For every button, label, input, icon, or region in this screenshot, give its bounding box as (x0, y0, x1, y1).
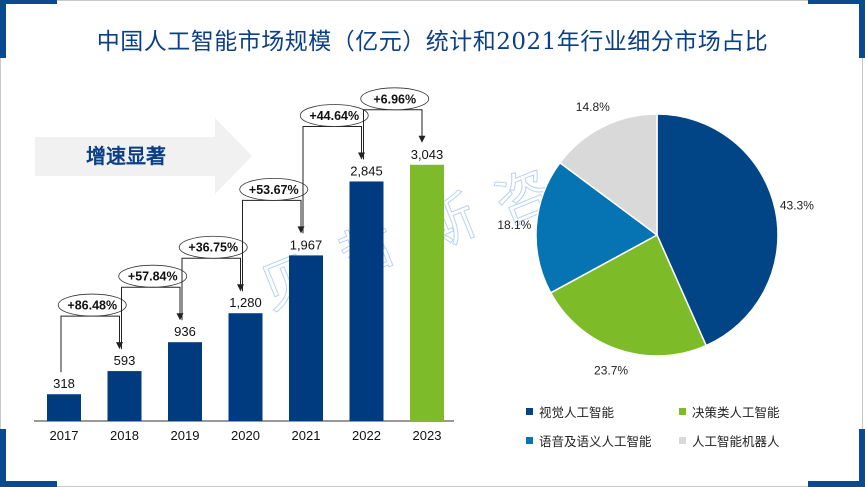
bar-value-label: 1,280 (229, 295, 262, 310)
arrow-shape (35, 118, 252, 194)
growth-connector (60, 315, 120, 373)
legend-item-vision: 视觉人工智能 (526, 402, 614, 421)
pie-slice-0 (656, 113, 779, 347)
x-tick-label: 2019 (171, 428, 200, 443)
frame-top-border (57, 0, 808, 1)
growth-bubble (178, 235, 248, 259)
growth-bubble (57, 293, 127, 317)
corner-bottom-left-h (0, 481, 57, 487)
growth-annotation: +36.75% (178, 235, 248, 321)
growth-bubble (299, 104, 369, 127)
legend-item-decision: 决策类人工智能 (679, 402, 780, 421)
pie-slice-label: 43.3% (780, 198, 814, 212)
pie-chart: 43.3% 23.7% 18.1% 14.8% (497, 100, 814, 377)
bar-value-label: 3,043 (411, 147, 444, 162)
bar-2023 (410, 164, 444, 422)
growth-annotation: +53.67% (239, 177, 309, 292)
legend-swatch-icon (679, 408, 686, 415)
callout-label: 增速显著 (86, 144, 166, 168)
corner-top-right-v (859, 0, 865, 58)
growth-bubble (118, 264, 188, 288)
pie-slice-label: 18.1% (497, 218, 531, 232)
legend-swatch-icon (526, 408, 533, 415)
corner-bottom-right-h (808, 481, 865, 487)
bar-2020 (228, 313, 263, 421)
pie-slice-3 (558, 113, 658, 237)
bar-2019 (168, 342, 202, 421)
page-title: 中国人工智能市场规模（亿元）统计和2021年行业细分市场占比 (96, 29, 769, 55)
corner-bottom-right-v (859, 429, 865, 487)
x-tick-label: 2023 (413, 428, 442, 443)
bar-value-label: 2,845 (350, 163, 383, 178)
legend-swatch-icon (526, 437, 533, 444)
pie-slice-label: 14.8% (576, 100, 610, 114)
legend-label: 视觉人工智能 (539, 405, 615, 420)
growth-label: +53.67% (249, 183, 299, 197)
legend-item-robot: 人工智能机器人 (679, 431, 780, 450)
growth-bubble (239, 177, 309, 201)
pie-slice-2 (535, 161, 659, 294)
legend-item-speech: 语音及语义人工智能 (526, 431, 652, 450)
bar-2021 (289, 255, 323, 421)
growth-label: +86.48% (67, 299, 117, 313)
x-tick-label: 2022 (352, 428, 381, 443)
legend-swatch-icon (679, 437, 686, 444)
growth-connector (121, 286, 181, 350)
frame-right-border (862, 58, 863, 429)
growth-label: +44.64% (309, 109, 359, 123)
corner-bottom-left-v (0, 429, 6, 487)
growth-annotation: +57.84% (118, 264, 188, 350)
growth-annotation: +44.64% (299, 104, 369, 234)
growth-label: +6.96% (373, 92, 416, 106)
arrow-down-icon (418, 135, 426, 143)
growth-label: +57.84% (128, 270, 178, 284)
bar-2017 (47, 394, 81, 421)
frame-left-border (0, 58, 1, 429)
bar-2022 (349, 181, 384, 421)
growth-annotation: +86.48% (57, 293, 127, 373)
pie-slice-label: 23.7% (594, 363, 628, 377)
callout-arrow: 增速显著 (35, 118, 252, 194)
legend-label: 语音及语义人工智能 (539, 434, 652, 449)
corner-top-left-v (0, 0, 6, 58)
growth-bubble (360, 87, 430, 111)
bar-2018 (107, 371, 142, 421)
growth-connector (181, 257, 241, 321)
growth-annotation: +6.96% (360, 87, 430, 160)
bar-value-label: 936 (174, 324, 196, 339)
bar-value-label: 593 (114, 353, 136, 368)
bar-value-label: 318 (53, 376, 75, 391)
bar-chart: 318 593 936 1,280 1,967 2,845 3,043 2017 2018 20… (34, 87, 454, 443)
corner-top-right-h (808, 0, 865, 4)
pie-slice-1 (549, 233, 708, 357)
x-tick-label: 2018 (110, 428, 139, 443)
legend-label: 决策类人工智能 (692, 405, 780, 420)
growth-label: +36.75% (188, 241, 238, 255)
x-tick-label: 2021 (292, 428, 321, 443)
x-tick-label: 2017 (50, 428, 79, 443)
bar-value-label: 1,967 (290, 237, 323, 252)
corner-top-left-h (0, 0, 57, 4)
x-tick-label: 2020 (231, 428, 260, 443)
legend-label: 人工智能机器人 (692, 434, 780, 449)
